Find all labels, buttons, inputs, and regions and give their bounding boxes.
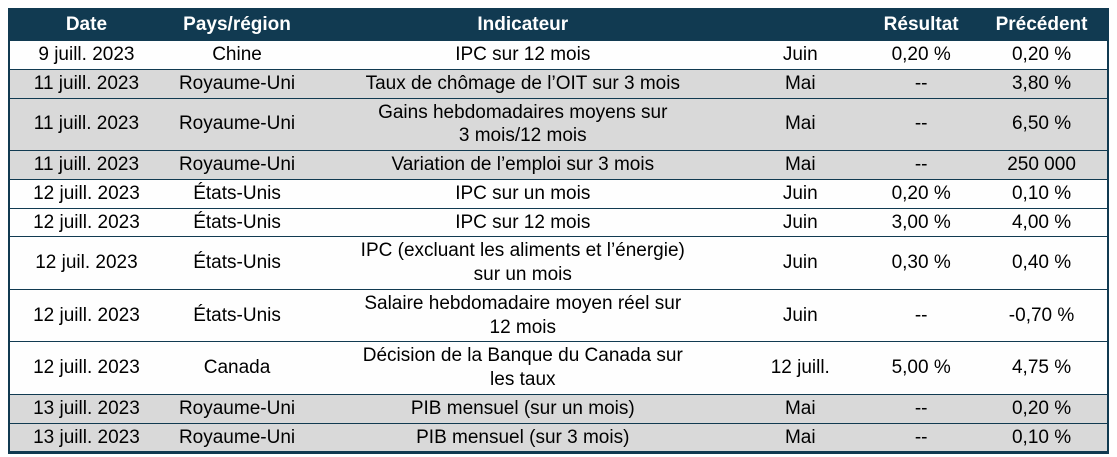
- cell-region: Chine: [162, 40, 312, 70]
- cell-previous: 0,40 %: [976, 236, 1108, 290]
- cell-period: Juin: [734, 178, 867, 208]
- cell-previous: 0,10 %: [976, 178, 1108, 208]
- cell-region: États-Unis: [162, 288, 312, 342]
- cell-result: --: [866, 68, 977, 98]
- cell-previous: 0,20 %: [976, 40, 1108, 70]
- cell-region: Royaume-Uni: [162, 68, 312, 98]
- cell-result: --: [866, 393, 977, 423]
- cell-region: Royaume-Uni: [162, 422, 312, 453]
- cell-region: États-Unis: [162, 207, 312, 237]
- cell-period: Juin: [734, 288, 867, 342]
- table-row: 11 juill. 2023 Royaume-Uni Taux de chôma…: [9, 68, 1108, 98]
- cell-indicator: Gains hebdomadaires moyens sur 3 mois/12…: [311, 97, 735, 151]
- table-row: 12 juil. 2023 États-Unis IPC (excluant l…: [9, 236, 1108, 290]
- table-row: 12 juill. 2023 États-Unis Salaire hebdom…: [9, 288, 1108, 342]
- cell-period: Mai: [734, 97, 867, 151]
- col-header-date: Date: [9, 9, 163, 41]
- col-header-result: Résultat: [866, 9, 977, 41]
- economic-calendar-table: Date Pays/région Indicateur Résultat Pré…: [8, 8, 1109, 455]
- cell-date: 9 juill. 2023: [9, 40, 163, 70]
- cell-period: Juin: [734, 236, 867, 290]
- cell-date: 11 juill. 2023: [9, 97, 163, 151]
- table-row: 12 juill. 2023 États-Unis IPC sur 12 moi…: [9, 207, 1108, 237]
- cell-result: 0,20 %: [866, 40, 977, 70]
- cell-period: Mai: [734, 393, 867, 423]
- cell-indicator: IPC (excluant les aliments et l’énergie)…: [311, 236, 735, 290]
- cell-region: États-Unis: [162, 178, 312, 208]
- cell-period: 12 juill.: [734, 341, 867, 395]
- cell-result: 0,20 %: [866, 178, 977, 208]
- cell-previous: 4,00 %: [976, 207, 1108, 237]
- cell-indicator: Décision de la Banque du Canada sur les …: [311, 341, 735, 395]
- cell-result: 0,30 %: [866, 236, 977, 290]
- cell-date: 11 juill. 2023: [9, 150, 163, 180]
- cell-indicator: PIB mensuel (sur un mois): [311, 393, 735, 423]
- cell-indicator: IPC sur 12 mois: [311, 207, 735, 237]
- cell-date: 12 juill. 2023: [9, 207, 163, 237]
- cell-region: Royaume-Uni: [162, 393, 312, 423]
- cell-period: Mai: [734, 150, 867, 180]
- table-row: 13 juill. 2023 Royaume-Uni PIB mensuel (…: [9, 422, 1108, 453]
- table-row: 12 juill. 2023 Canada Décision de la Ban…: [9, 341, 1108, 395]
- cell-previous: 250 000: [976, 150, 1108, 180]
- cell-previous: 0,10 %: [976, 422, 1108, 453]
- cell-date: 12 juill. 2023: [9, 341, 163, 395]
- table-row: 12 juill. 2023 États-Unis IPC sur un moi…: [9, 178, 1108, 208]
- table-row: 13 juill. 2023 Royaume-Uni PIB mensuel (…: [9, 393, 1108, 423]
- col-header-period: [734, 9, 867, 41]
- cell-indicator: Taux de chômage de l’OIT sur 3 mois: [311, 68, 735, 98]
- cell-indicator: IPC sur 12 mois: [311, 40, 735, 70]
- cell-previous: 3,80 %: [976, 68, 1108, 98]
- table-row: 11 juill. 2023 Royaume-Uni Variation de …: [9, 150, 1108, 180]
- table-body: 9 juill. 2023 Chine IPC sur 12 mois Juin…: [9, 40, 1108, 453]
- col-header-indicator: Indicateur: [311, 9, 735, 41]
- cell-date: 12 juill. 2023: [9, 178, 163, 208]
- cell-result: 5,00 %: [866, 341, 977, 395]
- cell-indicator: IPC sur un mois: [311, 178, 735, 208]
- cell-date: 12 juil. 2023: [9, 236, 163, 290]
- cell-date: 13 juill. 2023: [9, 393, 163, 423]
- cell-region: Royaume-Uni: [162, 97, 312, 151]
- table-row: 11 juill. 2023 Royaume-Uni Gains hebdoma…: [9, 97, 1108, 151]
- cell-period: Mai: [734, 68, 867, 98]
- cell-region: Royaume-Uni: [162, 150, 312, 180]
- cell-previous: -0,70 %: [976, 288, 1108, 342]
- cell-period: Juin: [734, 40, 867, 70]
- cell-previous: 0,20 %: [976, 393, 1108, 423]
- cell-result: 3,00 %: [866, 207, 977, 237]
- cell-date: 12 juill. 2023: [9, 288, 163, 342]
- cell-previous: 6,50 %: [976, 97, 1108, 151]
- cell-region: Canada: [162, 341, 312, 395]
- cell-previous: 4,75 %: [976, 341, 1108, 395]
- cell-indicator: PIB mensuel (sur 3 mois): [311, 422, 735, 453]
- cell-result: --: [866, 97, 977, 151]
- cell-date: 11 juill. 2023: [9, 68, 163, 98]
- table-row: 9 juill. 2023 Chine IPC sur 12 mois Juin…: [9, 40, 1108, 70]
- cell-indicator: Salaire hebdomadaire moyen réel sur 12 m…: [311, 288, 735, 342]
- cell-indicator: Variation de l’emploi sur 3 mois: [311, 150, 735, 180]
- cell-result: --: [866, 288, 977, 342]
- header-row: Date Pays/région Indicateur Résultat Pré…: [9, 9, 1108, 41]
- cell-result: --: [866, 150, 977, 180]
- col-header-previous: Précédent: [976, 9, 1108, 41]
- cell-result: --: [866, 422, 977, 453]
- cell-period: Juin: [734, 207, 867, 237]
- cell-region: États-Unis: [162, 236, 312, 290]
- col-header-region: Pays/région: [162, 9, 312, 41]
- cell-period: Mai: [734, 422, 867, 453]
- cell-date: 13 juill. 2023: [9, 422, 163, 453]
